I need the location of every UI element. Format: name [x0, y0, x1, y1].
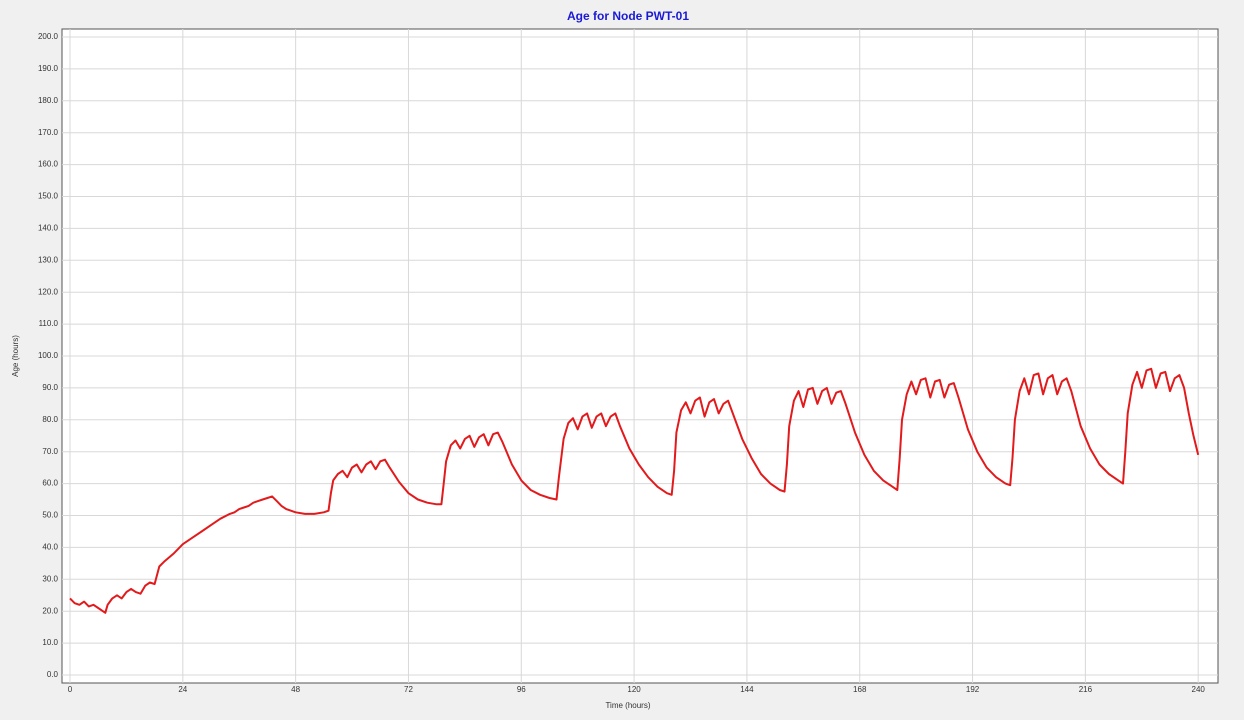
y-tick-label: 200.0 [38, 32, 59, 41]
y-tick-label: 40.0 [42, 543, 58, 552]
x-tick-label: 48 [291, 685, 300, 694]
x-tick-label: 120 [627, 685, 641, 694]
y-tick-label: 140.0 [38, 224, 59, 233]
x-tick-label: 24 [178, 685, 187, 694]
y-tick-label: 190.0 [38, 64, 59, 73]
y-axis-label: Age (hours) [11, 335, 20, 377]
x-tick-label: 216 [1079, 685, 1093, 694]
x-axis-label: Time (hours) [605, 701, 650, 710]
y-tick-label: 30.0 [42, 574, 58, 583]
y-tick-label: 110.0 [39, 319, 59, 328]
y-tick-label: 120.0 [38, 287, 59, 296]
x-tick-label: 168 [853, 685, 867, 694]
x-tick-label: 240 [1192, 685, 1206, 694]
x-tick-label: 96 [517, 685, 526, 694]
chart-title: Age for Node PWT-01 [567, 9, 689, 23]
x-tick-label: 192 [966, 685, 980, 694]
y-tick-label: 60.0 [42, 479, 58, 488]
x-tick-label: 144 [740, 685, 754, 694]
y-tick-label: 130.0 [38, 255, 59, 264]
y-tick-label: 170.0 [38, 128, 59, 137]
y-tick-label: 150.0 [38, 192, 59, 201]
y-tick-label: 100.0 [38, 351, 59, 360]
data-line [69, 367, 1200, 614]
y-tick-label: 160.0 [38, 160, 59, 169]
y-tick-label: 90.0 [42, 383, 58, 392]
y-tick-label: 0.0 [47, 670, 59, 679]
x-tick-label: 72 [404, 685, 413, 694]
y-tick-label: 80.0 [42, 415, 58, 424]
x-tick-label: 0 [68, 685, 73, 694]
y-tick-label: 180.0 [38, 96, 59, 105]
y-tick-label: 70.0 [42, 447, 58, 456]
y-tick-label: 50.0 [42, 511, 58, 520]
y-tick-label: 20.0 [42, 606, 58, 615]
y-tick-label: 10.0 [42, 638, 58, 647]
